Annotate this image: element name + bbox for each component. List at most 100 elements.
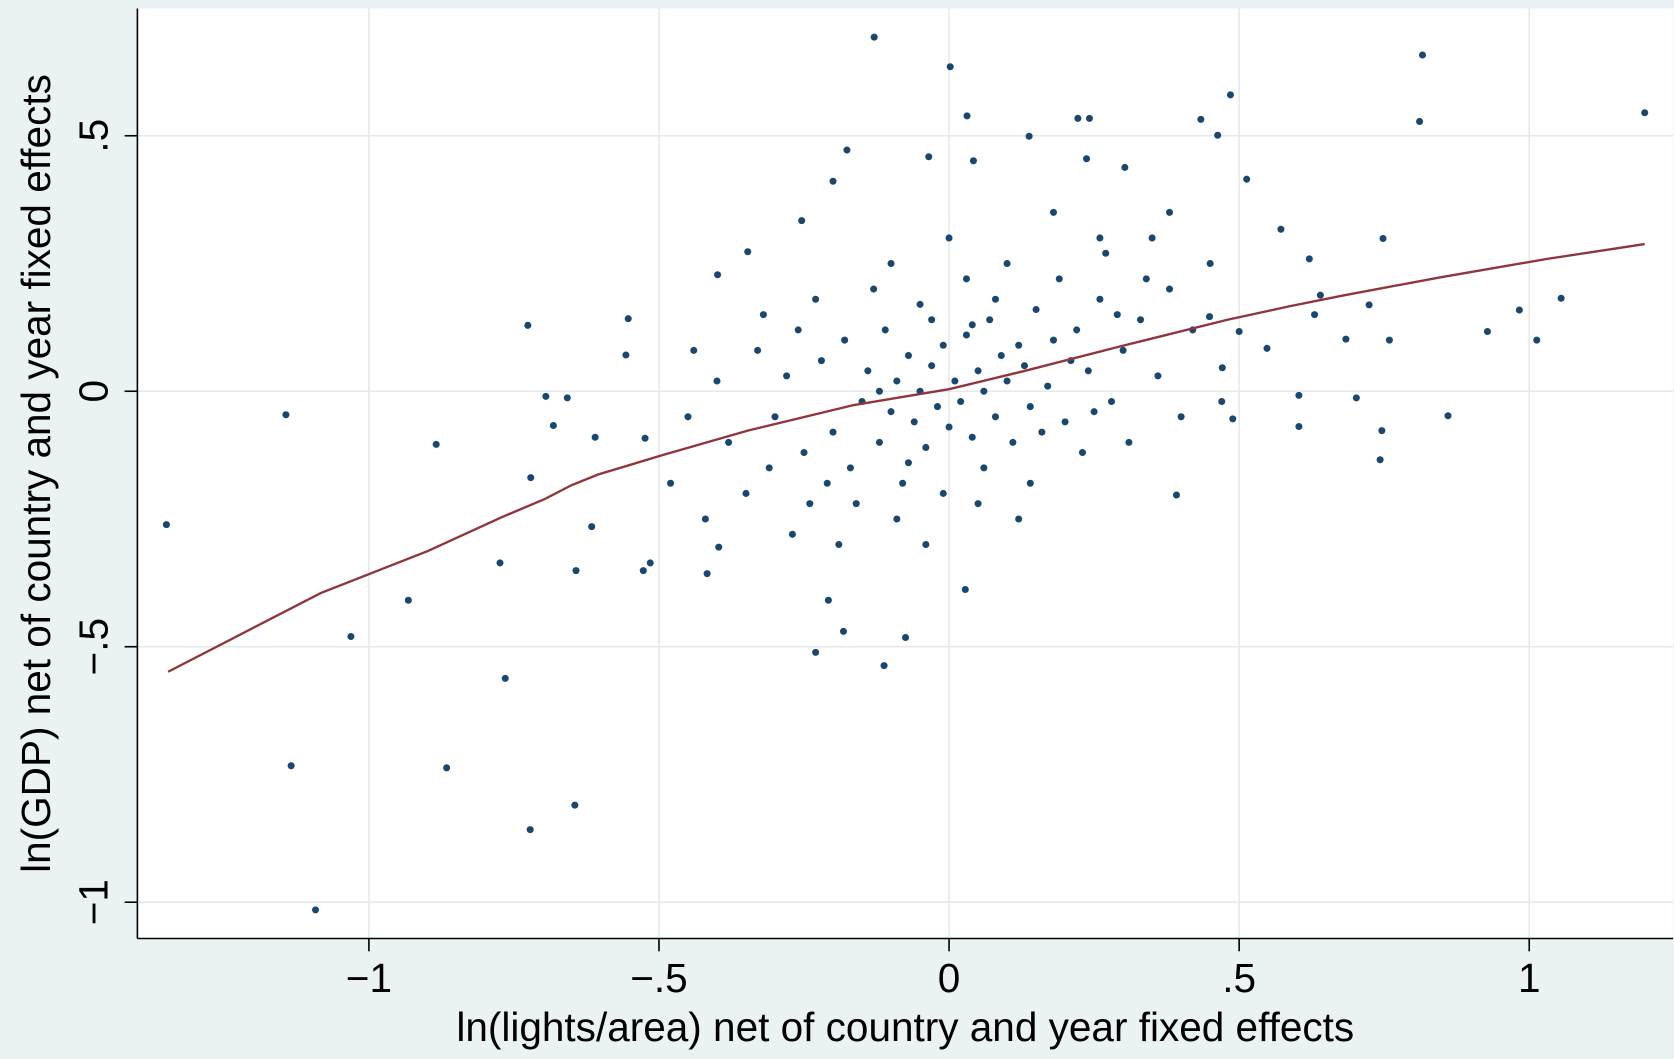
point	[1061, 418, 1069, 426]
point	[524, 321, 532, 329]
point	[1243, 175, 1251, 183]
point	[1142, 275, 1150, 283]
point	[946, 63, 954, 71]
point	[846, 464, 854, 472]
point	[1003, 377, 1011, 385]
point	[980, 387, 988, 395]
point	[974, 500, 982, 508]
point	[311, 906, 320, 914]
point	[806, 500, 814, 508]
point	[1125, 438, 1133, 446]
point	[1084, 367, 1092, 375]
point	[1074, 114, 1082, 122]
point	[1102, 249, 1110, 257]
point	[1107, 397, 1116, 405]
point	[864, 367, 872, 375]
point	[788, 530, 796, 538]
point	[951, 377, 959, 385]
point	[961, 585, 969, 594]
point	[572, 567, 580, 575]
point	[1003, 259, 1011, 268]
point	[1049, 336, 1058, 344]
point	[910, 418, 918, 426]
point	[1044, 382, 1052, 390]
point	[1015, 515, 1023, 523]
point	[1096, 295, 1104, 303]
x-tick-label: −.5	[630, 955, 687, 1001]
point	[1277, 225, 1285, 233]
point	[968, 433, 976, 441]
point	[968, 321, 976, 329]
point	[798, 217, 806, 225]
point	[928, 316, 936, 324]
point	[1444, 412, 1452, 420]
point	[843, 146, 851, 154]
point	[1641, 109, 1649, 117]
point	[1226, 91, 1234, 99]
point	[1416, 117, 1424, 125]
point	[703, 570, 711, 578]
x-tick-label: −1	[346, 955, 392, 1001]
point	[812, 295, 820, 303]
point	[823, 479, 831, 487]
point	[1515, 306, 1523, 314]
point	[887, 408, 895, 416]
point	[282, 411, 290, 419]
point	[957, 397, 965, 405]
point	[875, 438, 883, 446]
point	[928, 362, 936, 370]
point	[714, 271, 722, 279]
point	[925, 153, 933, 161]
point	[1533, 336, 1541, 344]
point	[1197, 115, 1205, 123]
point	[991, 295, 999, 303]
point	[1166, 208, 1174, 216]
point	[1418, 51, 1426, 59]
point	[922, 443, 930, 451]
point	[667, 479, 675, 487]
point	[800, 449, 808, 457]
point	[974, 367, 982, 375]
point	[1365, 301, 1373, 309]
point	[870, 33, 878, 41]
point	[759, 311, 767, 319]
point	[1026, 479, 1034, 487]
point	[765, 464, 773, 472]
point	[588, 523, 596, 531]
point	[870, 285, 878, 293]
point	[549, 421, 557, 429]
point	[622, 351, 630, 359]
point	[904, 459, 912, 467]
point	[287, 762, 295, 770]
x-tick-label: 1	[1518, 955, 1541, 1001]
point	[684, 413, 692, 421]
point	[1214, 131, 1222, 139]
point	[962, 331, 970, 339]
point	[829, 177, 837, 185]
point	[1342, 335, 1350, 343]
point	[1083, 155, 1091, 163]
x-axis-label: ln(lights/area) net of country and year …	[456, 1004, 1354, 1050]
plot-area	[137, 8, 1674, 939]
point	[725, 438, 733, 446]
point	[1096, 234, 1104, 242]
point	[1026, 403, 1034, 411]
point	[1295, 422, 1303, 431]
point	[1218, 364, 1226, 372]
point	[432, 440, 440, 448]
point	[1206, 313, 1214, 321]
point	[945, 423, 953, 431]
point	[1121, 163, 1129, 171]
point	[1085, 114, 1093, 122]
point	[1032, 305, 1040, 314]
point	[916, 300, 924, 308]
point	[404, 596, 412, 604]
point	[980, 464, 988, 472]
point	[902, 634, 910, 642]
point	[899, 479, 907, 487]
point	[690, 346, 698, 354]
point	[639, 567, 647, 575]
point	[1352, 394, 1360, 402]
point	[986, 316, 994, 324]
